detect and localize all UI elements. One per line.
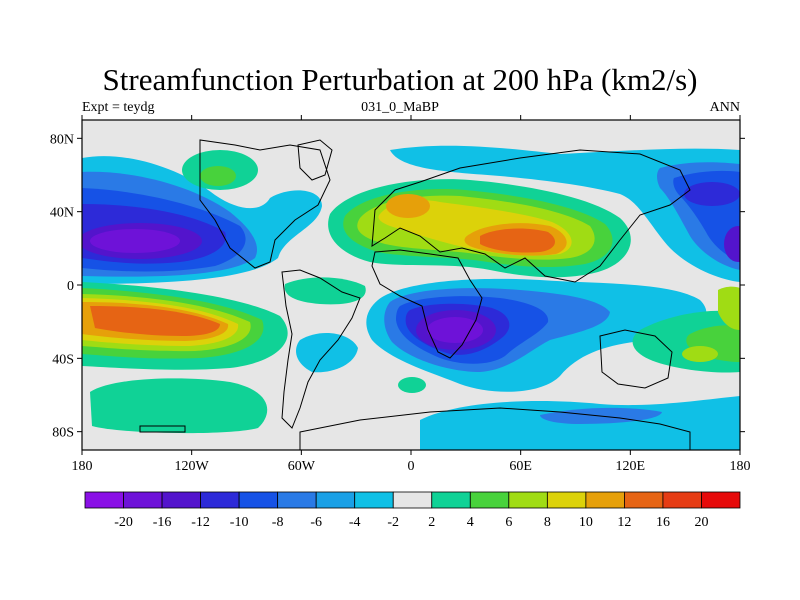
contour-pos-east-edge: [718, 286, 740, 330]
colorbar-swatch: [315, 491, 356, 509]
season-label: ANN: [709, 100, 740, 115]
colorbar-swatch: [701, 491, 741, 509]
colorbar-label: 2: [428, 515, 435, 530]
colorbar-swatch: [161, 491, 201, 509]
colorbar-label: 20: [694, 515, 708, 530]
y-axis: 80N 40N 0 40S 80S: [50, 132, 745, 441]
coastline-greenland: [297, 139, 333, 181]
coastline-eurasia: [371, 149, 691, 283]
contour-pos-tropical-atlantic: [284, 277, 366, 305]
colorbar-label: -8: [272, 515, 284, 530]
coastline-south-america: [281, 269, 361, 429]
colorbar-swatch: [392, 491, 433, 509]
x-tick-label: 60E: [509, 459, 532, 474]
page-title: Streamfunction Perturbation at 200 hPa (…: [102, 62, 698, 97]
y-tick-label: 40S: [52, 352, 74, 367]
colorbar-label: -16: [153, 515, 172, 530]
colorbar-label: -4: [349, 515, 361, 530]
x-tick-label: 120E: [616, 459, 646, 474]
contour-neg-africa-6: [427, 317, 483, 343]
coastline-australia: [599, 329, 673, 389]
colorbar: -20 -16 -12 -10 -8 -6 -4 -2 2 4 6 8 10 12 16 20: [84, 491, 741, 530]
colorbar-label: 16: [656, 515, 670, 530]
experiment-label: Expt = teydg: [82, 100, 155, 115]
colorbar-swatch: [546, 491, 587, 509]
colorbar-swatch: [123, 491, 163, 509]
contour-pos-small-green: [398, 377, 426, 393]
colorbar-swatch: [662, 491, 702, 509]
coastline-north-america: [199, 139, 331, 269]
colorbar-swatch: [354, 491, 394, 509]
colorbar-label: -12: [191, 515, 210, 530]
colorbar-label: -2: [387, 515, 399, 530]
colorbar-swatch: [431, 491, 471, 509]
contour-pos-europe-orange: [386, 194, 430, 218]
contour-neg-northwest-6: [90, 229, 180, 253]
colorbar-label: -20: [114, 515, 133, 530]
colorbar-swatch: [84, 491, 124, 509]
coastline-antarctica: [299, 407, 691, 450]
y-tick-label: 80N: [50, 132, 74, 147]
coastline-africa: [371, 249, 483, 359]
colorbar-swatch: [585, 491, 625, 509]
colorbar-swatch: [277, 491, 317, 509]
contour-pos-southwest-6: [90, 306, 220, 336]
contour-pos-east-green: [682, 346, 718, 362]
x-tick-label: 60W: [288, 459, 316, 474]
y-tick-label: 0: [67, 279, 74, 294]
contour-neg-northeast-outer: [390, 145, 740, 282]
contour-pos-north-green-2: [200, 166, 236, 186]
contour-pos-south-band: [90, 378, 268, 434]
x-tick-label: 180: [72, 459, 93, 474]
contour-neg-northeast-5: [724, 226, 740, 262]
x-tick-label: 0: [408, 459, 415, 474]
y-tick-label: 40N: [50, 206, 74, 221]
colorbar-swatch: [508, 491, 548, 509]
colorbar-swatch: [238, 491, 279, 509]
coastlines: [139, 139, 691, 450]
colorbar-label: -6: [310, 515, 322, 530]
colorbar-swatch: [200, 491, 240, 509]
x-axis: 180 120W 60W 0 60E 120E 180: [72, 115, 751, 474]
colorbar-label: -10: [230, 515, 249, 530]
case-label: 031_0_MaBP: [361, 100, 439, 115]
colorbar-label: 4: [467, 515, 474, 530]
colorbar-swatch: [469, 491, 510, 509]
colorbar-label: 12: [617, 515, 631, 530]
colorbar-label: 8: [544, 515, 551, 530]
colorbar-label: 10: [579, 515, 593, 530]
y-tick-label: 80S: [52, 426, 74, 441]
map-contours: [82, 145, 740, 450]
contour-neg-northeast-4: [684, 182, 740, 206]
coastline-antarctica-west: [139, 425, 186, 433]
x-tick-label: 180: [730, 459, 751, 474]
x-tick-label: 120W: [175, 459, 210, 474]
colorbar-label: 6: [505, 515, 512, 530]
colorbar-swatch: [624, 491, 664, 509]
contour-pos-eurasia-6: [480, 228, 555, 253]
